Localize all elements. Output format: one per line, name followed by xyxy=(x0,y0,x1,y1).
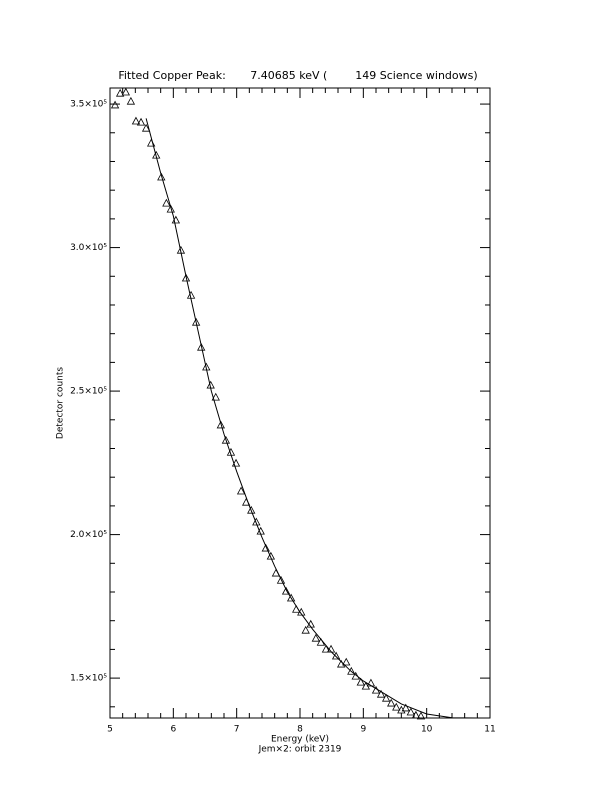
x-tick-label: 6 xyxy=(170,725,176,735)
data-point xyxy=(356,677,365,686)
data-point xyxy=(401,703,410,712)
data-point xyxy=(236,486,246,495)
data-point xyxy=(126,96,136,105)
y-tick-label: 2.5×10⁵ xyxy=(70,387,107,397)
data-point xyxy=(252,517,261,526)
data-point xyxy=(286,593,296,602)
data-point xyxy=(411,710,421,719)
x-tick-label: 9 xyxy=(360,725,366,735)
x-tick-label: 8 xyxy=(297,725,303,735)
data-point xyxy=(276,575,286,584)
data-point xyxy=(331,651,341,660)
data-point xyxy=(141,123,151,132)
data-point xyxy=(157,172,166,181)
x-tick-label: 7 xyxy=(234,725,240,735)
data-point xyxy=(347,666,356,675)
x-axis-label: Energy (keV) xyxy=(271,735,329,745)
data-point xyxy=(247,505,256,514)
x-tick-label: 5 xyxy=(107,725,113,735)
data-point xyxy=(261,543,270,552)
data-point xyxy=(216,420,226,429)
data-point xyxy=(197,342,206,351)
data-point xyxy=(121,87,131,96)
data-point xyxy=(181,273,191,282)
data-point xyxy=(392,702,401,711)
data-point xyxy=(301,625,310,634)
y-tick-label: 1.5×10⁵ xyxy=(70,674,107,684)
chart-title: Fitted Copper Peak: 7.40685 keV ( 149 Sc… xyxy=(118,69,477,82)
y-tick-label: 3.0×10⁵ xyxy=(70,243,107,253)
data-point xyxy=(211,392,220,401)
data-point xyxy=(376,689,386,698)
x-tick-label: 11 xyxy=(484,725,495,735)
subtitle: Jem×2: orbit 2319 xyxy=(258,745,342,755)
data-point xyxy=(110,100,120,109)
data-point xyxy=(311,633,321,642)
data-point xyxy=(406,707,416,716)
data-point xyxy=(166,204,175,213)
data-point xyxy=(162,198,171,207)
fit-line xyxy=(145,118,490,719)
x-tick-label: 10 xyxy=(421,725,433,735)
data-point xyxy=(131,116,141,125)
data-point xyxy=(136,117,146,126)
data-point xyxy=(321,644,331,653)
data-point xyxy=(281,586,291,595)
data-point xyxy=(266,551,276,560)
y-tick-label: 2.0×10⁵ xyxy=(70,530,107,540)
data-point xyxy=(387,698,396,707)
data-point xyxy=(191,317,201,326)
data-point xyxy=(342,657,351,666)
data-point xyxy=(381,693,391,702)
y-tick-label: 3.5×10⁵ xyxy=(70,100,107,110)
data-point xyxy=(115,88,125,97)
data-point xyxy=(416,711,426,720)
y-axis-label: Detector counts xyxy=(56,367,66,439)
data-point xyxy=(221,435,231,444)
